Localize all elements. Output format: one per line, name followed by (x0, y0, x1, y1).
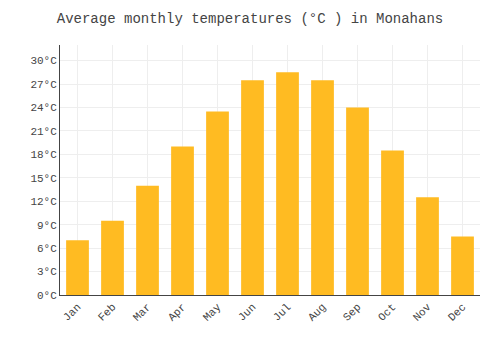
svg-text:Nov: Nov (411, 301, 434, 324)
svg-text:Apr: Apr (166, 301, 188, 323)
svg-text:Dec: Dec (446, 301, 468, 323)
svg-text:Sep: Sep (341, 301, 363, 323)
svg-text:Jun: Jun (236, 301, 258, 323)
svg-text:12°C: 12°C (30, 196, 57, 208)
svg-text:Jan: Jan (61, 301, 83, 323)
svg-text:Feb: Feb (96, 301, 118, 323)
svg-text:Average monthly temperatures (: Average monthly temperatures (°C ) in Mo… (57, 11, 443, 27)
svg-text:21°C: 21°C (30, 126, 57, 138)
svg-text:18°C: 18°C (30, 149, 57, 161)
svg-text:15°C: 15°C (30, 173, 57, 185)
svg-text:3°C: 3°C (37, 266, 57, 278)
svg-text:Mar: Mar (131, 301, 153, 323)
svg-text:Oct: Oct (376, 301, 398, 323)
svg-text:24°C: 24°C (30, 102, 57, 114)
svg-text:6°C: 6°C (37, 243, 57, 255)
svg-text:9°C: 9°C (37, 220, 57, 232)
svg-text:27°C: 27°C (30, 79, 57, 91)
svg-text:Aug: Aug (306, 301, 328, 323)
svg-text:May: May (201, 301, 224, 324)
svg-text:30°C: 30°C (30, 55, 57, 67)
svg-text:Jul: Jul (271, 301, 293, 323)
svg-text:0°C: 0°C (37, 290, 57, 302)
